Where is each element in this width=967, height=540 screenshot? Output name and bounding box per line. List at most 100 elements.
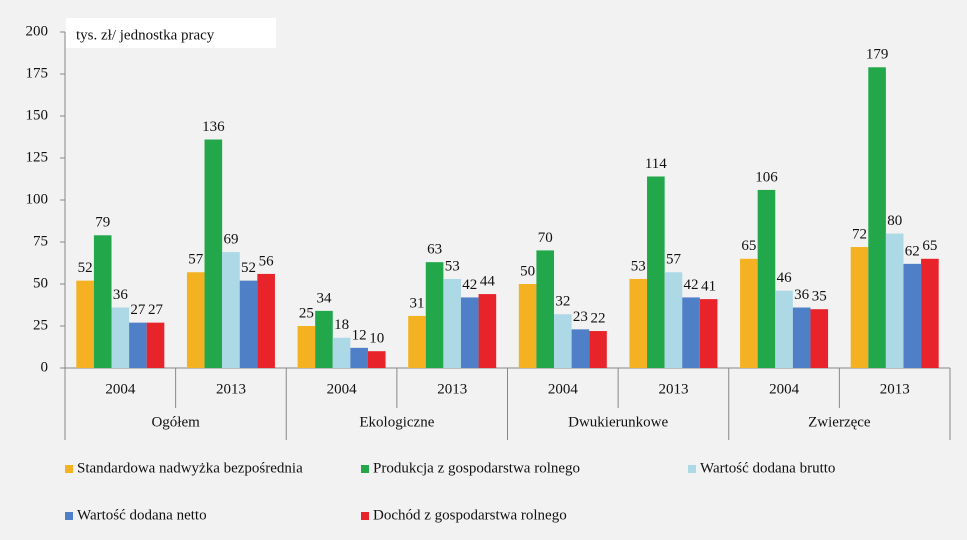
bar bbox=[775, 290, 793, 368]
group-label: Ekologiczne bbox=[359, 414, 434, 430]
group-label: Zwierzęce bbox=[808, 414, 871, 430]
x-tick-label: 2013 bbox=[880, 381, 910, 397]
bar bbox=[239, 280, 258, 368]
bar bbox=[629, 278, 648, 368]
legend-swatch bbox=[361, 465, 369, 473]
legend-label: Wartość dodana netto bbox=[77, 507, 207, 523]
x-tick-label: 2004 bbox=[548, 381, 579, 397]
data-label: 44 bbox=[480, 274, 496, 290]
legend-label: Standardowa nadwyżka bezpośrednia bbox=[77, 460, 303, 476]
y-tick-label: 125 bbox=[26, 149, 49, 165]
data-label: 10 bbox=[369, 331, 384, 347]
bar bbox=[536, 250, 555, 368]
data-label: 56 bbox=[259, 253, 275, 269]
bar bbox=[740, 258, 758, 368]
bar bbox=[443, 278, 461, 368]
bar bbox=[350, 347, 368, 368]
y-tick-label: 75 bbox=[33, 233, 48, 249]
bar bbox=[850, 247, 869, 368]
data-label: 53 bbox=[445, 258, 460, 274]
legend-swatch bbox=[361, 512, 369, 520]
bar bbox=[76, 280, 94, 368]
legend-label: Wartość dodana brutto bbox=[700, 460, 835, 476]
data-label: 57 bbox=[188, 252, 204, 268]
data-label: 25 bbox=[299, 305, 314, 321]
data-label: 35 bbox=[812, 289, 827, 305]
data-label: 65 bbox=[741, 238, 756, 254]
bar bbox=[408, 315, 426, 368]
data-label: 12 bbox=[352, 327, 367, 343]
bar bbox=[868, 67, 886, 368]
data-label: 106 bbox=[755, 169, 778, 185]
bar bbox=[297, 326, 316, 368]
data-label: 46 bbox=[777, 270, 793, 286]
y-tick-label: 200 bbox=[26, 23, 49, 39]
y-tick-label: 150 bbox=[26, 107, 49, 123]
y-tick-label: 100 bbox=[26, 191, 49, 207]
legend-swatch bbox=[65, 465, 73, 473]
data-label: 72 bbox=[852, 226, 867, 242]
data-label: 52 bbox=[78, 260, 93, 276]
bar bbox=[186, 272, 205, 368]
data-label: 23 bbox=[573, 309, 588, 325]
bar bbox=[571, 329, 590, 368]
data-label: 27 bbox=[130, 302, 146, 318]
data-label: 32 bbox=[555, 294, 570, 310]
data-label: 70 bbox=[538, 230, 553, 246]
bar bbox=[810, 309, 829, 368]
data-label: 50 bbox=[520, 263, 535, 279]
data-label: 22 bbox=[591, 310, 606, 326]
bar bbox=[903, 263, 922, 368]
bar bbox=[885, 233, 904, 368]
x-tick-label: 2013 bbox=[437, 381, 467, 397]
bar bbox=[315, 310, 333, 368]
y-tick-label: 25 bbox=[33, 317, 48, 333]
data-label: 114 bbox=[645, 156, 667, 172]
bar bbox=[257, 273, 275, 368]
bar bbox=[518, 284, 537, 368]
data-label: 136 bbox=[202, 119, 225, 135]
bar bbox=[647, 176, 665, 368]
data-label: 42 bbox=[684, 277, 699, 293]
data-label: 36 bbox=[794, 287, 810, 303]
data-label: 80 bbox=[887, 213, 902, 229]
bar bbox=[367, 351, 386, 368]
bar bbox=[204, 139, 223, 368]
x-tick-label: 2004 bbox=[105, 381, 136, 397]
bar bbox=[425, 262, 444, 368]
legend-label: Dochód z gospodarstwa rolnego bbox=[373, 507, 567, 523]
x-tick-label: 2013 bbox=[216, 381, 246, 397]
bar bbox=[699, 299, 718, 368]
bar bbox=[129, 322, 147, 368]
data-label: 31 bbox=[409, 295, 424, 311]
group-label: Ogółem bbox=[151, 414, 200, 430]
legend-swatch bbox=[65, 512, 73, 520]
data-label: 18 bbox=[334, 317, 349, 333]
bar bbox=[792, 307, 811, 368]
bar bbox=[93, 235, 112, 368]
y-tick-label: 0 bbox=[41, 359, 49, 375]
bar bbox=[222, 252, 240, 368]
data-label: 52 bbox=[241, 260, 256, 276]
data-label: 27 bbox=[148, 302, 164, 318]
group-label: Dwukierunkowe bbox=[568, 414, 668, 430]
y-axis-label: tys. zł/ jednostka pracy bbox=[76, 27, 215, 43]
bar bbox=[146, 322, 165, 368]
data-label: 69 bbox=[223, 232, 238, 248]
y-tick-label: 175 bbox=[26, 65, 49, 81]
bar bbox=[478, 294, 497, 368]
data-label: 179 bbox=[866, 47, 889, 63]
bar bbox=[554, 314, 572, 368]
x-tick-label: 2013 bbox=[658, 381, 688, 397]
x-tick-label: 2004 bbox=[769, 381, 800, 397]
y-tick-label: 50 bbox=[33, 275, 48, 291]
bar bbox=[757, 189, 776, 368]
data-label: 42 bbox=[462, 277, 477, 293]
bar bbox=[460, 297, 479, 368]
x-tick-label: 2004 bbox=[327, 381, 358, 397]
unit-box bbox=[66, 18, 276, 48]
data-label: 36 bbox=[113, 287, 129, 303]
data-label: 65 bbox=[922, 238, 937, 254]
